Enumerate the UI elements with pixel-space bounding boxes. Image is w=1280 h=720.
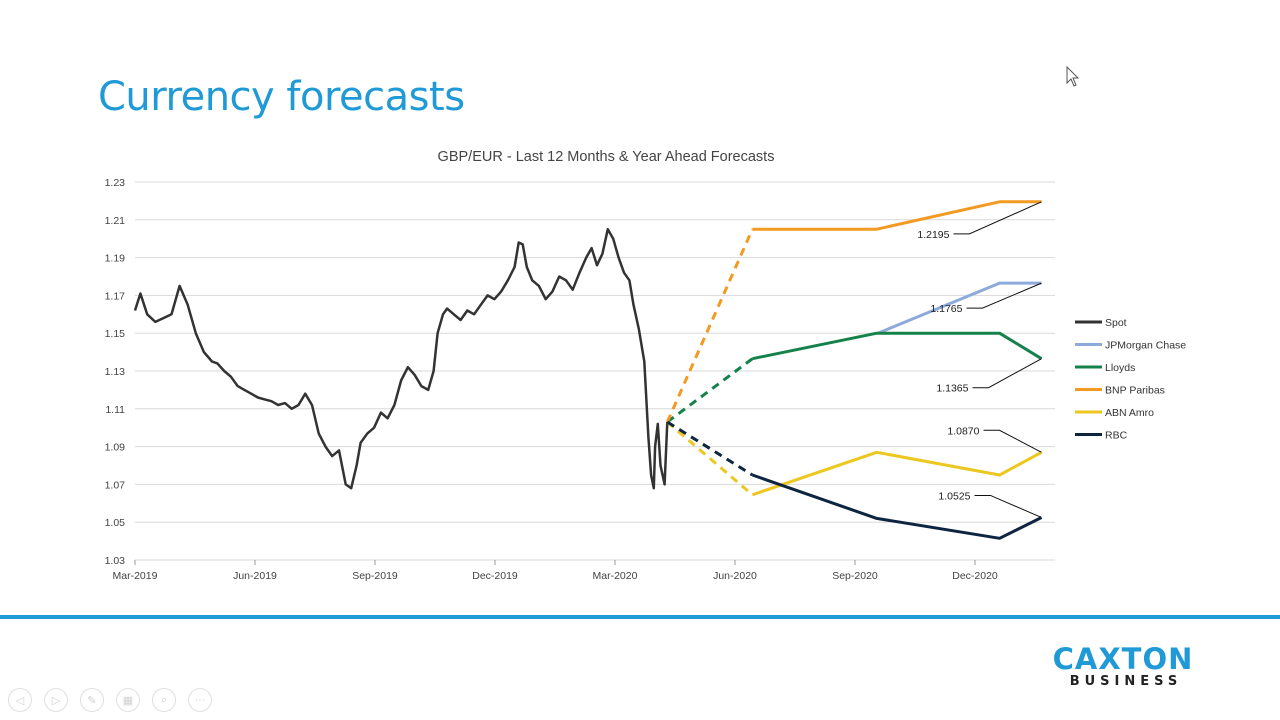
y-tick-label: 1.07	[105, 479, 126, 491]
series-line	[751, 473, 1043, 540]
series-line	[877, 281, 1042, 335]
legend-label: RBC	[1105, 430, 1128, 442]
play-icon[interactable]: ▷	[44, 688, 68, 712]
series-line-dashed	[666, 357, 754, 424]
y-tick-label: 1.19	[105, 253, 126, 265]
legend-label: BNP Paribas	[1105, 385, 1165, 397]
pen-icon[interactable]: ✎	[80, 688, 104, 712]
more-icon[interactable]: ···	[188, 688, 212, 712]
series-line	[133, 227, 669, 490]
annotation-label: 1.0870	[947, 425, 979, 437]
x-tick-label: Mar-2019	[113, 570, 158, 582]
annotation-leader	[983, 429, 1042, 453]
annotation-label: 1.1765	[930, 303, 962, 315]
slide-title: Currency forecasts	[98, 74, 465, 120]
x-tick-label: Mar-2020	[593, 570, 638, 582]
chart-title: GBP/EUR - Last 12 Months & Year Ahead Fo…	[438, 149, 775, 165]
annotation-leader	[974, 494, 1042, 518]
x-tick-label: Dec-2020	[952, 570, 998, 582]
y-tick-label: 1.17	[105, 290, 126, 302]
series-line	[752, 200, 1042, 231]
x-tick-label: Sep-2020	[832, 570, 878, 582]
series-line	[751, 450, 1043, 497]
caxton-logo: CAXTON BUSINESS	[1052, 644, 1194, 690]
annotation-label: 1.0525	[938, 490, 970, 502]
series-line-dashed	[666, 420, 754, 477]
y-tick-label: 1.21	[105, 215, 126, 227]
series-line	[752, 331, 1043, 361]
logo-sub-text: BUSINESS	[1069, 674, 1183, 689]
footer-divider	[0, 615, 1280, 619]
legend-label: Lloyds	[1105, 362, 1135, 374]
previous-icon[interactable]: ◁	[8, 688, 32, 712]
x-tick-label: Dec-2019	[472, 570, 518, 582]
x-tick-label: Jun-2020	[713, 570, 757, 582]
series-line-dashed	[666, 420, 754, 496]
y-tick-label: 1.09	[105, 442, 126, 454]
legend-label: JPMorgan Chase	[1105, 340, 1186, 352]
logo-main-text: CAXTON	[1052, 642, 1194, 676]
zoom-icon[interactable]: ⌕	[152, 688, 176, 712]
x-tick-label: Sep-2019	[352, 570, 398, 582]
x-tick-label: Jun-2019	[233, 570, 277, 582]
annotation-leader	[966, 282, 1042, 309]
slides-icon[interactable]: ▦	[116, 688, 140, 712]
mouse-cursor-icon	[1066, 66, 1080, 87]
annotation-leader	[972, 358, 1042, 389]
y-tick-label: 1.15	[105, 328, 126, 340]
y-tick-label: 1.03	[105, 555, 126, 567]
annotation-label: 1.1365	[936, 383, 968, 395]
y-tick-label: 1.11	[105, 404, 125, 416]
slide-nav-toolbar: ◁ ▷ ✎ ▦ ⌕ ···	[8, 688, 212, 712]
legend-label: ABN Amro	[1105, 407, 1154, 419]
legend-label: Spot	[1105, 317, 1127, 329]
annotation-label: 1.2195	[917, 229, 949, 241]
series-line-dashed	[665, 228, 754, 423]
annotation-leader	[953, 201, 1042, 235]
y-tick-label: 1.13	[105, 366, 126, 378]
y-tick-label: 1.05	[105, 517, 126, 529]
y-tick-label: 1.23	[105, 177, 126, 189]
